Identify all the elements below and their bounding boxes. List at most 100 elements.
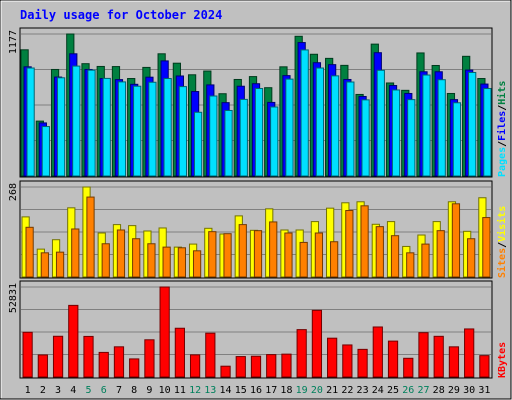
bar-kbytes-day-31: [479, 355, 490, 378]
bar-pages-day-30: [468, 71, 477, 177]
panel-max-label: 52831: [8, 283, 19, 313]
panel-max-label: 1177: [8, 30, 19, 54]
bar-sites-day-11: [177, 247, 186, 278]
x-tick-label-day-3: 3: [55, 385, 61, 396]
x-axis-labels: 1 2 3 4 5 6 7 8 9 10 11 12 13 14 15 16 17 18 19 20 21 22 23 24 2…: [25, 385, 491, 396]
x-tick-label-day-18: 18: [280, 385, 292, 396]
bar-sites-day-15: [238, 224, 247, 278]
bar-sites-day-27: [421, 243, 430, 278]
bar-kbytes-day-25: [387, 340, 399, 378]
bar-kbytes-day-1: [22, 331, 33, 378]
bar-sites-day-24: [375, 226, 384, 278]
bar-pages-day-26: [407, 99, 416, 177]
bar-kbytes-day-24: [372, 326, 383, 378]
bar-pages-day-2: [41, 126, 50, 177]
x-tick-label-day-19: 19: [296, 385, 308, 396]
bar-kbytes-day-10: [159, 286, 170, 378]
bar-kbytes-day-6: [98, 351, 109, 378]
bar-sites-day-12: [192, 250, 202, 278]
bar-kbytes-day-18: [281, 353, 292, 378]
bar-kbytes-day-16: [250, 355, 262, 378]
bar-pages-day-24: [376, 69, 385, 177]
bar-pages-day-3: [56, 77, 66, 177]
x-tick-label-day-1: 1: [25, 385, 31, 396]
bar-sites-day-13: [208, 231, 217, 278]
bar-pages-day-22: [346, 81, 355, 177]
bar-pages-day-8: [133, 85, 142, 177]
bar-sites-day-14: [223, 233, 232, 278]
bar-kbytes-day-29: [448, 346, 460, 378]
bar-kbytes-day-22: [342, 344, 353, 378]
bar-kbytes-day-30: [464, 328, 475, 378]
bar-sites-day-23: [360, 205, 369, 278]
panel-visits-sites: 268 Sites/Visits: [8, 180, 508, 279]
bar-sites-day-1: [25, 226, 34, 278]
bar-pages-day-20: [315, 67, 325, 177]
bar-sites-day-18: [284, 232, 293, 278]
x-tick-label-day-17: 17: [265, 385, 277, 396]
legend-entry: KBytes: [497, 342, 508, 378]
x-tick-label-day-4: 4: [70, 385, 76, 396]
bar-pages-day-7: [117, 81, 127, 177]
x-tick-label-day-13: 13: [204, 385, 216, 396]
bar-sites-day-29: [451, 203, 461, 278]
bar-kbytes-day-14: [220, 365, 231, 378]
bar-kbytes-day-12: [189, 354, 201, 378]
bar-kbytes-day-17: [266, 354, 277, 378]
bar-sites-day-19: [299, 241, 308, 278]
x-tick-label-day-12: 12: [189, 385, 201, 396]
bar-pages-day-28: [437, 79, 446, 177]
bar-pages-day-25: [391, 89, 401, 177]
bar-sites-day-3: [55, 251, 65, 278]
bar-pages-day-19: [300, 49, 309, 177]
chart-title: Daily usage for October 2024: [20, 8, 222, 22]
bar-pages-day-17: [270, 106, 279, 177]
bar-pages-day-4: [72, 65, 81, 177]
bar-pages-day-15: [239, 98, 248, 177]
bar-pages-day-1: [26, 67, 35, 177]
bar-kbytes-day-13: [205, 332, 216, 378]
chart-panels: 1177Pages/Files/Hits268Sites/Visits52831…: [8, 27, 508, 379]
x-tick-label-day-28: 28: [433, 385, 445, 396]
bar-pages-day-31: [483, 88, 492, 177]
legend-entry: Pages: [497, 147, 508, 177]
bar-sites-day-6: [101, 243, 110, 278]
x-tick-label-day-30: 30: [463, 385, 475, 396]
x-tick-label-day-10: 10: [159, 385, 171, 396]
x-tick-label-day-14: 14: [220, 385, 232, 396]
x-tick-label-day-16: 16: [250, 385, 262, 396]
bar-sites-day-8: [132, 238, 141, 278]
bar-sites-day-5: [86, 196, 95, 278]
bar-sites-day-16: [253, 230, 263, 278]
bar-sites-day-21: [330, 241, 339, 278]
bar-sites-day-25: [390, 235, 400, 278]
bar-sites-day-28: [436, 230, 445, 278]
bar-kbytes-day-21: [327, 337, 338, 378]
bar-pages-day-13: [209, 95, 218, 177]
legend-entry: Hits: [496, 81, 508, 105]
x-tick-label-day-31: 31: [478, 385, 490, 396]
bar-pages-day-16: [254, 88, 264, 177]
bar-pages-day-9: [148, 81, 157, 177]
bar-pages-day-10: [163, 78, 172, 177]
bar-kbytes-day-8: [129, 358, 140, 378]
x-tick-label-day-2: 2: [40, 385, 46, 396]
x-tick-label-day-7: 7: [116, 385, 122, 396]
bar-pages-day-29: [452, 102, 462, 177]
bar-kbytes-day-11: [174, 327, 185, 378]
bar-pages-day-6: [102, 77, 111, 177]
bar-sites-day-31: [482, 217, 491, 278]
panel-legend: Sites/Visits: [496, 206, 508, 278]
legend-entry: Visits: [496, 206, 508, 242]
bar-kbytes-day-26: [403, 357, 414, 378]
bar-kbytes-day-7: [113, 346, 125, 378]
x-tick-label-day-21: 21: [326, 385, 338, 396]
bar-kbytes-day-23: [357, 348, 368, 378]
panel-kbytes: 52831 KBytes: [8, 280, 508, 379]
bar-sites-day-22: [345, 210, 354, 278]
x-tick-label-day-9: 9: [146, 385, 152, 396]
bar-pages-day-21: [331, 75, 340, 177]
x-tick-label-day-29: 29: [448, 385, 460, 396]
